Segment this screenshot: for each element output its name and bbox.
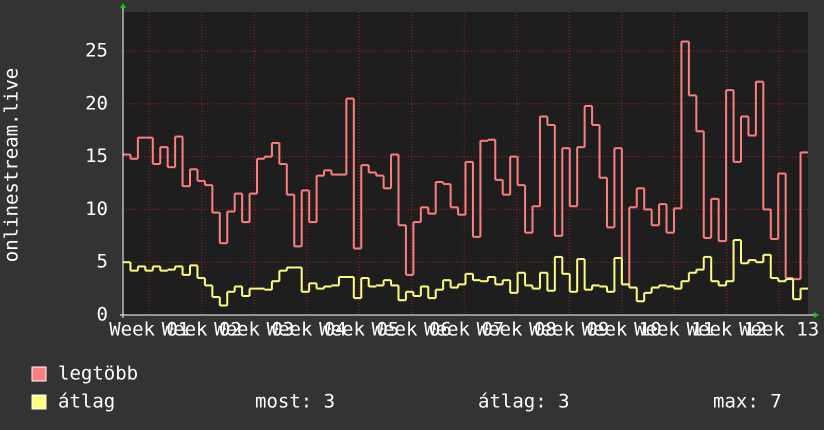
y-tick-label: 20 [85, 92, 108, 114]
stat: most: 3 [255, 391, 335, 413]
axis-arrow [814, 312, 819, 318]
y-tick-label: 5 [97, 251, 108, 273]
legend-swatch [31, 394, 47, 410]
y-tick-label: 0 [97, 304, 108, 326]
x-tick-label: Week 09 [529, 319, 609, 341]
x-tick-label: Week 11 [634, 319, 714, 341]
x-tick-label: Week 13 [739, 319, 819, 341]
x-tick-label: Week 02 [162, 319, 242, 341]
legend-label: legtöbb [58, 363, 138, 385]
x-tick-label: Week 07 [424, 319, 504, 341]
legend-label: átlag [58, 391, 115, 413]
x-tick-label: Week 10 [582, 319, 662, 341]
x-tick-label: Week 08 [477, 319, 557, 341]
legend-swatch [31, 366, 47, 382]
axis-arrow [120, 3, 126, 8]
x-tick-label: Week 01 [109, 319, 189, 341]
x-tick-label: Week 12 [687, 319, 767, 341]
stat: átlag: 3 [478, 391, 570, 413]
y-tick-label: 25 [85, 40, 108, 62]
y-tick-label: 10 [85, 198, 108, 220]
x-tick-label: Week 06 [372, 319, 452, 341]
x-tick-label: Week 05 [319, 319, 399, 341]
y-axis-label: onlinestream.live [1, 68, 23, 262]
x-tick-label: Week 04 [267, 319, 347, 341]
x-tick-label: Week 03 [214, 319, 294, 341]
y-tick-label: 15 [85, 145, 108, 167]
stat: max: 7 [713, 391, 782, 413]
